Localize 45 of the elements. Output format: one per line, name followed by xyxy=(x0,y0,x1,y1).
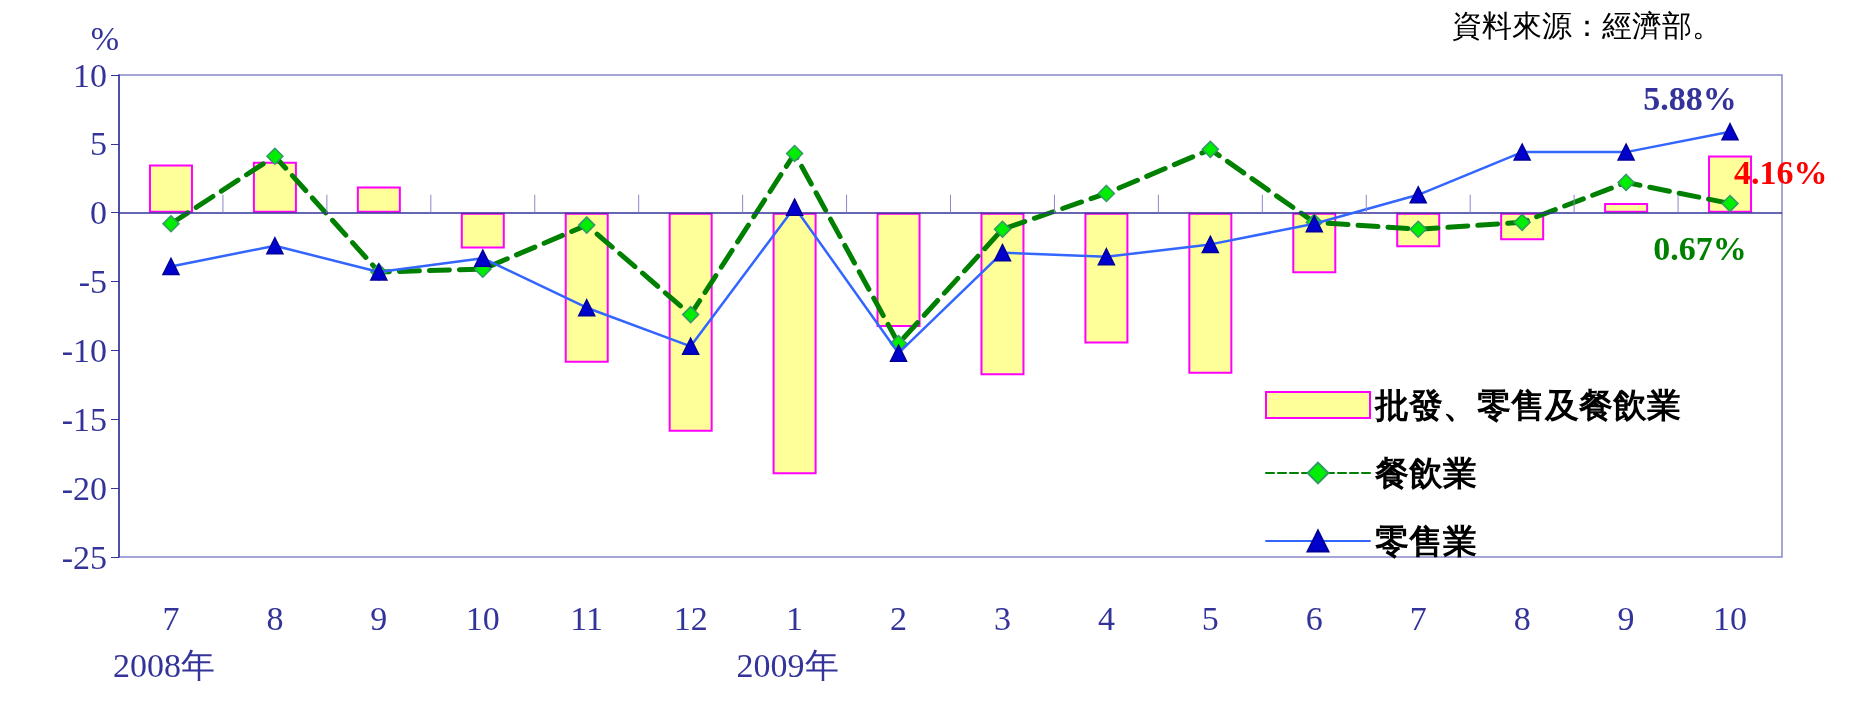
x-tick-label: 3 xyxy=(993,599,1011,637)
text: 2009年 xyxy=(736,646,839,684)
text: 2008年 xyxy=(112,646,215,684)
x-tick-label: 7 xyxy=(1409,599,1427,637)
x-tick-label: 4 xyxy=(1097,599,1115,637)
y-tick-label: -5 xyxy=(78,263,107,301)
y-tick-label: 10 xyxy=(73,56,107,94)
bar xyxy=(1188,212,1233,374)
data-label: 5.88% xyxy=(1643,80,1737,118)
bar xyxy=(1084,212,1129,344)
y-tick-label: -25 xyxy=(61,538,107,576)
x-tick-label: 12 xyxy=(673,599,708,637)
x-tick-label: 9 xyxy=(370,599,388,637)
x-tick-label: 9 xyxy=(1617,599,1635,637)
legend-label: 批發、零售及餐飲業 xyxy=(1374,386,1681,424)
data-label: 0.67% xyxy=(1653,229,1747,267)
x-tick-label: 8 xyxy=(1513,599,1531,637)
bar xyxy=(980,212,1025,376)
x-tick-label: 5 xyxy=(1201,599,1219,637)
bar xyxy=(564,212,609,363)
x-tick-label: 10 xyxy=(465,599,500,637)
x-tick-label: 1 xyxy=(786,599,804,637)
bar xyxy=(148,164,193,213)
source-note: 資料來源：經濟部。 xyxy=(1452,7,1722,43)
bar xyxy=(668,212,713,432)
x-tick-label: 2 xyxy=(890,599,908,637)
x-tick-label: 6 xyxy=(1305,599,1323,637)
bar xyxy=(460,212,505,249)
bar xyxy=(1604,203,1649,213)
bar xyxy=(772,212,817,475)
y-axis-title: % xyxy=(90,19,119,57)
bar xyxy=(252,161,297,213)
legend-label: 零售業 xyxy=(1375,522,1477,560)
y-tick-label: 0 xyxy=(90,194,107,232)
x-tick-label: 7 xyxy=(162,599,180,637)
legend-label: 餐飲業 xyxy=(1374,454,1477,492)
bar xyxy=(356,186,401,213)
y-tick-label: -10 xyxy=(61,331,107,369)
y-tick-label: 5 xyxy=(90,125,107,163)
y-tick-label: -20 xyxy=(61,469,107,507)
x-tick-label: 10 xyxy=(1713,599,1748,637)
bar xyxy=(876,212,921,328)
x-tick-label: 11 xyxy=(570,599,604,637)
x-tick-label: 8 xyxy=(266,599,284,637)
y-tick-label: -15 xyxy=(61,400,107,438)
